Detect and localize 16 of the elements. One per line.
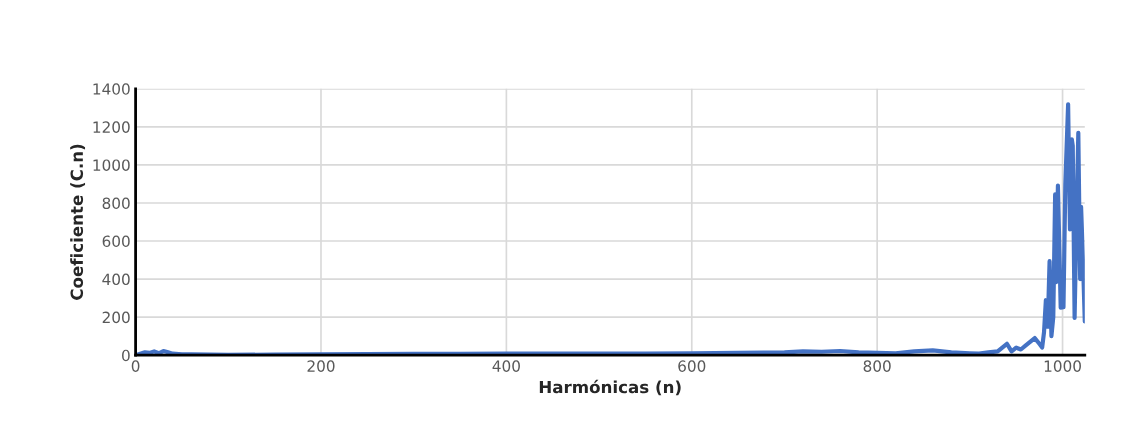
x-tick-label: 200: [307, 360, 335, 372]
y-tick-label: 1200: [93, 121, 130, 133]
x-tick-label: 600: [678, 360, 706, 372]
x-tick-label: 800: [863, 360, 891, 372]
x-tick-label: 1000: [1044, 360, 1081, 372]
x-tick-label: 400: [492, 360, 520, 372]
y-tick-label: 800: [102, 197, 130, 209]
x-tick-label: 0: [131, 360, 140, 372]
y-tick-label: 1400: [93, 83, 130, 95]
y-tick-label: 600: [102, 235, 130, 248]
y-tick-label: 400: [102, 273, 130, 286]
y-tick-label: 200: [102, 311, 130, 324]
y-tick-label: 0: [122, 349, 130, 362]
y-axis-title: Coeficiente (C.n): [70, 144, 86, 300]
y-tick-label: 1000: [93, 159, 130, 171]
x-axis-title: Harmónicas (n): [539, 379, 681, 396]
